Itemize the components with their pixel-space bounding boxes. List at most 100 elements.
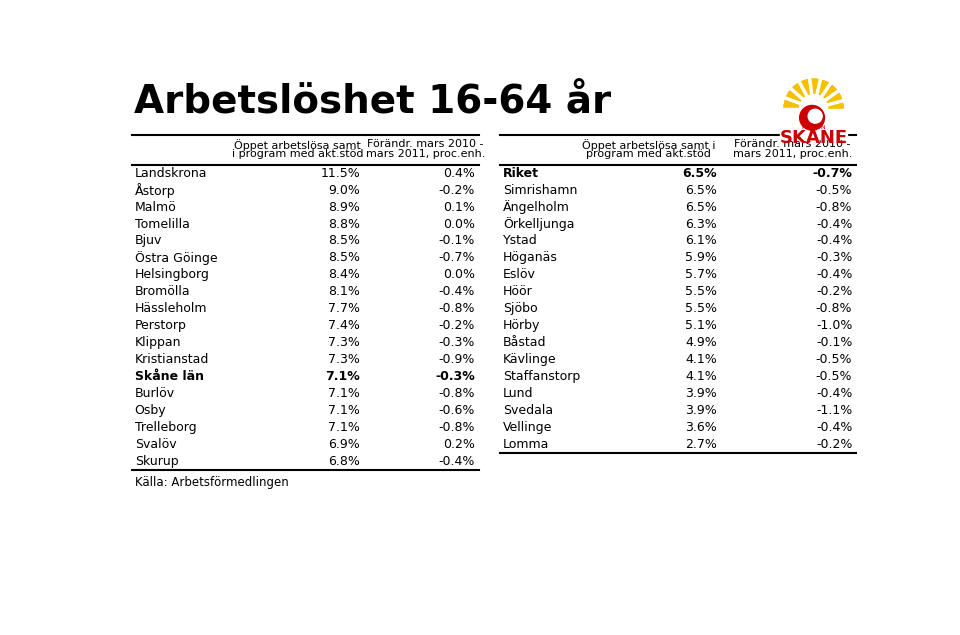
Text: Lund: Lund (503, 387, 534, 400)
Text: Klippan: Klippan (134, 336, 181, 349)
Text: 5.5%: 5.5% (684, 285, 717, 298)
Circle shape (808, 109, 822, 123)
Text: Förändr. mars 2010 -: Förändr. mars 2010 - (367, 139, 484, 149)
Text: Källa: Arbetsförmedlingen: Källa: Arbetsförmedlingen (134, 476, 288, 489)
Text: 2.7%: 2.7% (684, 438, 717, 451)
Text: 8.8%: 8.8% (328, 218, 360, 231)
Wedge shape (801, 80, 811, 96)
Text: Höör: Höör (503, 285, 533, 298)
Text: Svedala: Svedala (503, 404, 553, 417)
Text: Ängelholm: Ängelholm (503, 200, 569, 214)
Text: Staffanstorp: Staffanstorp (503, 370, 580, 383)
Text: Båstad: Båstad (503, 336, 546, 349)
Text: -0.8%: -0.8% (816, 302, 852, 315)
Text: mars 2011, proc.enh.: mars 2011, proc.enh. (732, 149, 852, 159)
Text: 4.1%: 4.1% (685, 353, 717, 366)
Text: Vellinge: Vellinge (503, 421, 552, 434)
Text: Kävlinge: Kävlinge (503, 353, 557, 366)
Text: -0.4%: -0.4% (816, 218, 852, 231)
Text: program med akt.stöd: program med akt.stöd (587, 149, 711, 159)
Text: 4.1%: 4.1% (685, 370, 717, 383)
Text: -0.2%: -0.2% (816, 285, 852, 298)
Text: SKÅNE: SKÅNE (780, 130, 848, 147)
Text: i program med akt.stöd: i program med akt.stöd (232, 149, 364, 159)
Text: Riket: Riket (503, 167, 539, 180)
Text: Ystad: Ystad (503, 234, 538, 248)
Text: 0.2%: 0.2% (444, 438, 475, 451)
Text: 11.5%: 11.5% (321, 167, 360, 180)
Text: 5.5%: 5.5% (684, 302, 717, 315)
Text: REGION: REGION (802, 126, 826, 130)
Text: Öppet arbetslösa samt: Öppet arbetslösa samt (234, 139, 361, 151)
Text: Landskrona: Landskrona (134, 167, 207, 180)
Text: -0.4%: -0.4% (816, 234, 852, 248)
Text: -0.5%: -0.5% (816, 184, 852, 197)
Text: 6.8%: 6.8% (328, 455, 360, 468)
Text: 8.5%: 8.5% (328, 234, 360, 248)
Circle shape (784, 79, 843, 138)
Text: -0.8%: -0.8% (439, 421, 475, 434)
Text: -0.7%: -0.7% (812, 167, 852, 180)
Text: 7.4%: 7.4% (328, 319, 360, 332)
Text: 5.9%: 5.9% (684, 251, 717, 264)
Text: -0.2%: -0.2% (816, 438, 852, 451)
Text: -0.4%: -0.4% (439, 455, 475, 468)
Text: Burlöv: Burlöv (134, 387, 175, 400)
Bar (780, 109, 847, 139)
Text: 7.1%: 7.1% (325, 370, 360, 383)
Text: Helsingborg: Helsingborg (134, 269, 209, 281)
Text: Arbetslöshet 16-64 år: Arbetslöshet 16-64 år (134, 84, 612, 122)
Text: Perstorp: Perstorp (134, 319, 186, 332)
Text: 6.1%: 6.1% (685, 234, 717, 248)
Text: -0.4%: -0.4% (816, 387, 852, 400)
Text: 5.7%: 5.7% (684, 269, 717, 281)
Text: 7.1%: 7.1% (328, 404, 360, 417)
Text: -0.4%: -0.4% (439, 285, 475, 298)
Text: 7.7%: 7.7% (328, 302, 360, 315)
Text: 7.3%: 7.3% (328, 336, 360, 349)
Text: Hörby: Hörby (503, 319, 540, 332)
Text: 8.4%: 8.4% (328, 269, 360, 281)
Text: Hässleholm: Hässleholm (134, 302, 207, 315)
Text: Trelleborg: Trelleborg (134, 421, 197, 434)
Text: Lomma: Lomma (503, 438, 549, 451)
Text: 6.3%: 6.3% (685, 218, 717, 231)
Text: Tomelilla: Tomelilla (134, 218, 189, 231)
Text: Höganäs: Höganäs (503, 251, 558, 264)
Text: -0.1%: -0.1% (439, 234, 475, 248)
Text: -0.4%: -0.4% (816, 269, 852, 281)
Wedge shape (786, 92, 802, 104)
Text: Örkelljunga: Örkelljunga (503, 217, 574, 231)
Text: Svalöv: Svalöv (134, 438, 177, 451)
Text: -0.8%: -0.8% (439, 387, 475, 400)
Text: Östra Göinge: Östra Göinge (134, 251, 217, 265)
Circle shape (800, 95, 828, 123)
Text: -0.7%: -0.7% (439, 251, 475, 264)
Text: -0.5%: -0.5% (816, 353, 852, 366)
Text: Simrishamn: Simrishamn (503, 184, 577, 197)
Text: -0.6%: -0.6% (439, 404, 475, 417)
Text: -1.1%: -1.1% (816, 404, 852, 417)
Text: Kristianstad: Kristianstad (134, 353, 209, 366)
Text: mars 2011, proc.enh.: mars 2011, proc.enh. (366, 149, 485, 159)
Text: 8.5%: 8.5% (328, 251, 360, 264)
Text: Bjuv: Bjuv (134, 234, 162, 248)
Text: 0.0%: 0.0% (443, 269, 475, 281)
Text: 6.5%: 6.5% (684, 184, 717, 197)
Text: 0.0%: 0.0% (443, 218, 475, 231)
Text: Malmö: Malmö (134, 201, 177, 213)
Text: 9.0%: 9.0% (328, 184, 360, 197)
Text: -0.3%: -0.3% (435, 370, 475, 383)
Text: 6.9%: 6.9% (328, 438, 360, 451)
Text: 0.4%: 0.4% (444, 167, 475, 180)
Text: Osby: Osby (134, 404, 166, 417)
Text: -0.3%: -0.3% (816, 251, 852, 264)
Text: 3.9%: 3.9% (685, 387, 717, 400)
Wedge shape (826, 95, 842, 105)
Text: Eslöv: Eslöv (503, 269, 536, 281)
Text: 7.3%: 7.3% (328, 353, 360, 366)
Text: Förändr. mars 2010 -: Förändr. mars 2010 - (734, 139, 851, 149)
Text: Skåne län: Skåne län (134, 370, 204, 383)
Text: -0.2%: -0.2% (439, 184, 475, 197)
Text: 6.5%: 6.5% (684, 201, 717, 213)
